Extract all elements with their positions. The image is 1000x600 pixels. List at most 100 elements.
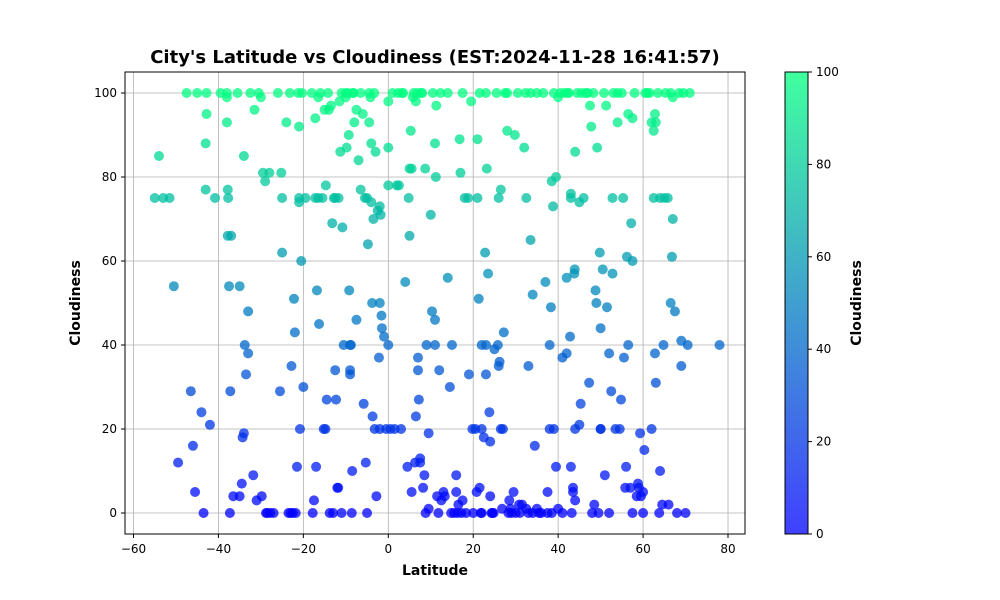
scatter-point [349, 117, 360, 128]
scatter-point [548, 424, 559, 434]
scatter-point [153, 151, 164, 161]
scatter-point [371, 491, 382, 502]
scatter-point [404, 230, 415, 241]
scatter-point [618, 193, 629, 203]
scatter-point [646, 424, 657, 434]
scatter-point [374, 201, 385, 212]
scatter-point [446, 340, 457, 350]
scatter-point [439, 491, 450, 502]
scatter-point [468, 508, 479, 518]
scatter-point [612, 117, 623, 128]
scatter-point [472, 134, 483, 145]
scatter-point [243, 306, 254, 317]
y-tick-label: 20 [102, 422, 117, 436]
scatter-point [224, 281, 235, 292]
scatter-point [315, 88, 326, 98]
scatter-point [398, 88, 409, 98]
scatter-point [563, 88, 574, 98]
scatter-point [346, 508, 357, 518]
scatter-point [463, 369, 474, 380]
scatter-point [196, 407, 207, 418]
scatter-point [430, 138, 440, 149]
scatter-point [320, 180, 331, 191]
scatter-point [284, 88, 295, 98]
scatter-point [629, 88, 640, 98]
scatter-point [551, 172, 562, 182]
scatter-point [485, 491, 496, 502]
scatter-point [364, 117, 375, 128]
scatter-point [311, 285, 322, 296]
scatter-point [264, 167, 275, 178]
scatter-point [649, 348, 660, 359]
scatter-point [614, 424, 625, 434]
scatter-point [595, 323, 606, 334]
scatter-point [473, 293, 484, 304]
scatter-point [495, 184, 506, 195]
scatter-point [455, 167, 466, 178]
scatter-point [663, 499, 674, 510]
scatter-point [383, 96, 394, 107]
scatter-point [376, 310, 387, 321]
scatter-point [320, 424, 331, 434]
scatter-point [427, 88, 438, 98]
scatter-point [578, 193, 589, 203]
scatter-point [492, 340, 503, 350]
scatter-point [275, 386, 285, 397]
scatter-point [565, 331, 576, 342]
scatter-point [300, 193, 311, 203]
scatter-point [376, 323, 387, 334]
scatter-point [383, 180, 394, 191]
scatter-point [333, 482, 344, 493]
scatter-point [548, 201, 559, 212]
scatter-point [639, 445, 650, 455]
scatter-point [557, 508, 568, 518]
scatter-point [466, 96, 477, 107]
x-tick-label: 40 [551, 542, 566, 556]
scatter-point [638, 487, 649, 497]
scatter-point [662, 193, 673, 203]
scatter-point [277, 193, 288, 203]
scatter-point [248, 470, 259, 481]
scatter-point [328, 508, 339, 518]
scatter-point [525, 235, 536, 245]
scatter-point [336, 508, 347, 518]
colorbar [784, 71, 809, 535]
scatter-point [241, 369, 252, 380]
scatter-point [366, 197, 377, 208]
scatter-point [601, 302, 612, 313]
scatter-point [192, 88, 203, 98]
scatter-point [327, 218, 338, 229]
scatter-point [616, 88, 627, 98]
scatter-point [604, 348, 615, 359]
scatter-point [607, 268, 618, 279]
scatter-point [480, 88, 491, 98]
scatter-point [198, 508, 209, 518]
scatter-point [665, 298, 676, 308]
scatter-point [542, 487, 553, 497]
scatter-point [442, 272, 453, 283]
scatter-point [355, 88, 366, 98]
scatter-point [204, 419, 215, 430]
scatter-point [290, 508, 301, 518]
scatter-point [463, 193, 474, 203]
scatter-point [593, 508, 604, 518]
scatter-point [238, 151, 249, 161]
scatter-point [570, 146, 581, 157]
scatter-point [457, 495, 468, 506]
scatter-point [375, 209, 386, 220]
scatter-point [430, 314, 440, 325]
scatter-point [400, 277, 411, 287]
scatter-point [260, 176, 271, 187]
scatter-point [523, 361, 534, 371]
scatter-point [654, 508, 665, 518]
scatter-point [474, 482, 485, 493]
scatter-point [442, 88, 453, 98]
colorbar-tick-label: 60 [816, 250, 831, 264]
scatter-point [272, 88, 283, 98]
scatter-points [149, 88, 725, 518]
scatter-point [601, 100, 612, 111]
scatter-point [418, 482, 429, 493]
scatter-point [236, 478, 247, 489]
scatter-point [599, 88, 610, 98]
x-tick-label: −60 [121, 542, 146, 556]
